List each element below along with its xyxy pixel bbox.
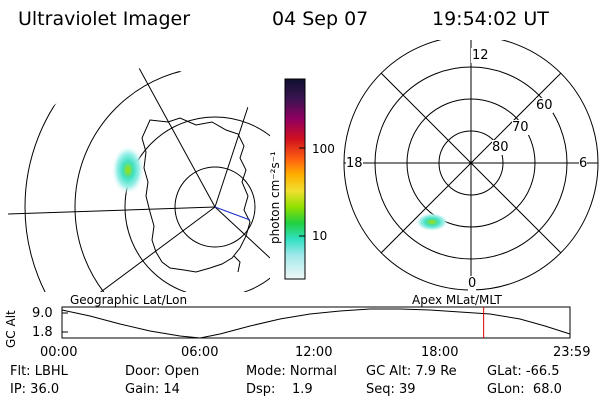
coastline: [141, 117, 251, 273]
altitude-timeline: [61, 306, 571, 339]
header: Ultraviolet Imager 04 Sep 07 19:54:02 UT: [0, 0, 600, 40]
latitude-circle: [124, 116, 270, 292]
coastline-fragment: [227, 73, 245, 87]
meridian-line: [214, 68, 270, 208]
timeline-xtick-1200: 12:00: [295, 345, 333, 360]
meridian-line: [214, 206, 270, 259]
colorbar-tick-10: 10: [312, 229, 328, 243]
sun-direction-line: [214, 206, 251, 221]
status-glon: GLon: 68.0: [487, 382, 562, 397]
mlat-label-80: 80: [492, 140, 509, 155]
time-label: 19:54:02 UT: [432, 8, 549, 30]
geographic-map: [8, 68, 270, 292]
timeline-xtick-2359: 23:59: [553, 345, 591, 360]
status-glat: GLat: -66.5: [487, 364, 560, 379]
coastline-fragment: [233, 255, 241, 273]
meridian-line: [79, 68, 216, 208]
magnetic-polar-plot: [343, 40, 599, 291]
status-filter: Flt: LBHL: [10, 364, 68, 379]
mlat-label-60: 60: [536, 98, 553, 113]
status-dsp: Dsp: 1.9: [246, 382, 313, 397]
timeline-ytick-max: 9.0: [32, 306, 53, 321]
timeline-xtick-0600: 06:00: [181, 345, 219, 360]
mlt-label-6: 6: [579, 156, 588, 171]
latitude-circle: [24, 68, 270, 292]
instrument-title: Ultraviolet Imager: [18, 8, 191, 30]
timeline-xtick-1800: 18:00: [421, 345, 459, 360]
latitude-circle: [174, 166, 256, 248]
mlt-label-0: 0: [468, 276, 477, 291]
status-gain: Gain: 14: [125, 382, 180, 397]
mlt-label-12: 12: [471, 48, 490, 63]
aurora-emission: [416, 213, 448, 231]
meridian-line: [89, 206, 216, 292]
timeline-ylabel: GC Alt: [4, 310, 18, 348]
status-mode: Mode: Normal: [246, 364, 337, 379]
mlat-label-70: 70: [512, 120, 529, 135]
date-label: 04 Sep 07: [272, 8, 369, 30]
latitude-circle: [74, 68, 270, 292]
colorbar: [284, 78, 306, 280]
status-ip: IP: 36.0: [10, 382, 60, 397]
geographic-map-label: Geographic Lat/Lon: [70, 293, 188, 307]
status-door: Door: Open: [125, 364, 200, 379]
colorbar-label: photon cm⁻²s⁻¹: [268, 151, 282, 244]
timeline-xtick-0000: 00:00: [40, 345, 78, 360]
colorbar-tick-100: 100: [312, 142, 335, 156]
status-seq: Seq: 39: [366, 382, 416, 397]
magnetic-map-label: Apex MLat/MLT: [412, 293, 502, 307]
aurora-emission: [112, 146, 144, 194]
timeline-ytick-min: 1.8: [32, 325, 53, 340]
status-gc-alt: GC Alt: 7.9 Re: [366, 364, 457, 379]
altitude-curve: [61, 308, 571, 339]
mlt-label-18: 18: [346, 156, 363, 171]
meridian-line: [8, 206, 216, 216]
mlt-line-diagonal: [375, 67, 567, 259]
